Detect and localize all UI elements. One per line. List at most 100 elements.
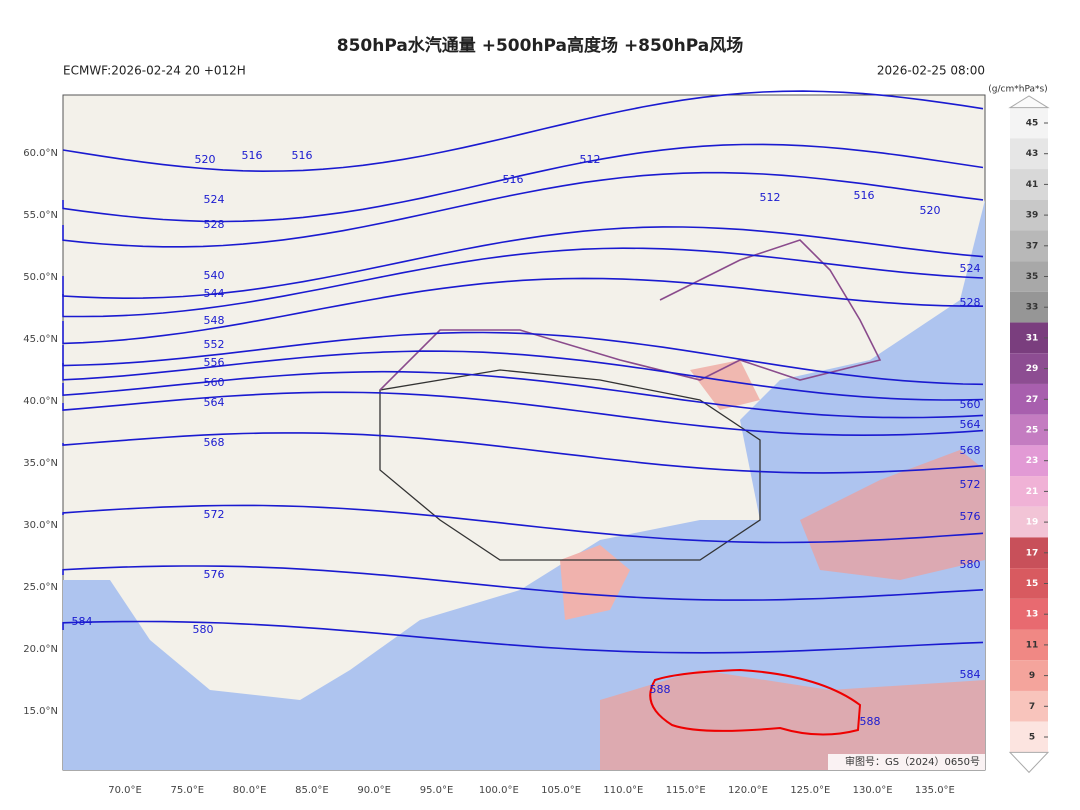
contour-label: 588: [650, 683, 671, 696]
colorbar-label: 5: [1029, 733, 1035, 743]
colorbar: 45 43 41 39 37 35 33 31 29 27 25 23 21 19 17 15 13 11 9 7 5: [1008, 95, 1050, 774]
colorbar-band: [1010, 199, 1048, 231]
contour-label: 560: [960, 398, 981, 411]
colorbar-label: 45: [1026, 119, 1039, 129]
contour-label: 524: [960, 262, 981, 275]
lon-label: 100.0°E: [479, 785, 519, 796]
valid-time: 2026-02-25 08:00: [877, 64, 985, 78]
lat-label: 60.0°N: [23, 148, 58, 159]
colorbar-bottom: [1008, 751, 1050, 774]
contour-label: 520: [195, 153, 216, 166]
colorbar-label: 15: [1026, 579, 1039, 589]
lon-label: 85.0°E: [295, 785, 329, 796]
lon-label: 110.0°E: [603, 785, 643, 796]
lat-label: 50.0°N: [23, 272, 58, 283]
contour-label: 584: [72, 615, 93, 628]
colorbar-label: 37: [1026, 241, 1039, 251]
lon-label: 115.0°E: [666, 785, 706, 796]
contour-label: 516: [503, 173, 524, 186]
colorbar-label: 33: [1026, 303, 1039, 313]
lon-label: 75.0°E: [171, 785, 205, 796]
colorbar-unit: (g/cm*hPa*s): [988, 85, 1047, 95]
contour-label: 572: [960, 478, 981, 491]
contour-label: 524: [204, 193, 225, 206]
lat-label: 25.0°N: [23, 582, 58, 593]
contour-label: 556: [204, 356, 225, 369]
lat-label: 55.0°N: [23, 210, 58, 221]
colorbar-band: [1010, 598, 1048, 630]
lat-label: 35.0°N: [23, 458, 58, 469]
contour-line: [62, 565, 984, 601]
colorbar-label: 19: [1026, 518, 1039, 528]
contour-label: 568: [960, 444, 981, 457]
lat-label: 40.0°N: [23, 396, 58, 407]
lon-label: 135.0°E: [915, 785, 955, 796]
border: [379, 239, 882, 391]
contour-line: [62, 226, 984, 300]
colorbar-label: 17: [1026, 548, 1039, 558]
contour-label: 576: [204, 568, 225, 581]
colorbar-label: 35: [1026, 272, 1039, 282]
colorbar-band: [1010, 721, 1048, 753]
run-info: ECMWF:2026-02-24 20 +012H: [63, 64, 246, 78]
contour-label: 516: [854, 189, 875, 202]
lon-label: 95.0°E: [420, 785, 454, 796]
height-contours: [62, 90, 984, 654]
moisture-patch: [690, 360, 760, 410]
colorbar-band: [1010, 261, 1048, 292]
colorbar-label: 13: [1026, 610, 1039, 620]
colorbar-label: 7: [1029, 702, 1035, 712]
colorbar-band: [1010, 291, 1048, 323]
colorbar-band: [1010, 660, 1048, 691]
moisture-patch: [600, 670, 985, 770]
colorbar-band: [1010, 230, 1048, 262]
colorbar-band: [1010, 169, 1048, 200]
colorbar-label: 43: [1026, 149, 1039, 159]
colorbar-band: [1010, 107, 1048, 139]
lat-label: 20.0°N: [23, 644, 58, 655]
contour-label: 564: [204, 396, 225, 409]
contour-label: 528: [204, 218, 225, 231]
colorbar-band: [1010, 690, 1048, 722]
colorbar-label: 41: [1026, 180, 1039, 190]
contour-588: [649, 668, 862, 736]
contour-line: [62, 277, 984, 345]
contour-label: 512: [580, 153, 601, 166]
contour-line: [62, 504, 984, 544]
contour-line: [62, 247, 984, 318]
colorbar-band: [1010, 383, 1048, 415]
contour-label: 516: [292, 149, 313, 162]
contour-label: 516: [242, 149, 263, 162]
lon-label: 80.0°E: [233, 785, 267, 796]
contour-label: 564: [960, 418, 981, 431]
colorbar-label: 21: [1026, 487, 1039, 497]
contour-line: [62, 620, 984, 654]
colorbar-band: [1010, 445, 1048, 477]
contour-label: 548: [204, 314, 225, 327]
colorbar-band: [1010, 537, 1048, 569]
contour-line: [62, 331, 984, 386]
lon-label: 130.0°E: [853, 785, 893, 796]
contour-label: 588: [860, 715, 881, 728]
contour-label: 560: [204, 376, 225, 389]
contour-label: 552: [204, 338, 225, 351]
colorbar-label: 25: [1026, 426, 1039, 436]
lat-label: 15.0°N: [23, 706, 58, 717]
contour-label: 576: [960, 510, 981, 523]
contour-label: 528: [960, 296, 981, 309]
border: [379, 369, 761, 561]
moisture-patch: [560, 545, 630, 620]
colorbar-band: [1010, 506, 1048, 538]
lon-label: 105.0°E: [541, 785, 581, 796]
colorbar-label: 23: [1026, 456, 1039, 466]
lon-label: 120.0°E: [728, 785, 768, 796]
footer-bg: [828, 754, 985, 770]
colorbar-label: 9: [1029, 671, 1035, 681]
title: 850hPa水汽通量 +500hPa高度场 +850hPa风场: [337, 35, 744, 56]
contour-label: 568: [204, 436, 225, 449]
contour-line: [62, 350, 984, 401]
contour-label: 512: [760, 191, 781, 204]
contour-line: [62, 171, 984, 248]
ocean-moisture: [63, 200, 985, 770]
